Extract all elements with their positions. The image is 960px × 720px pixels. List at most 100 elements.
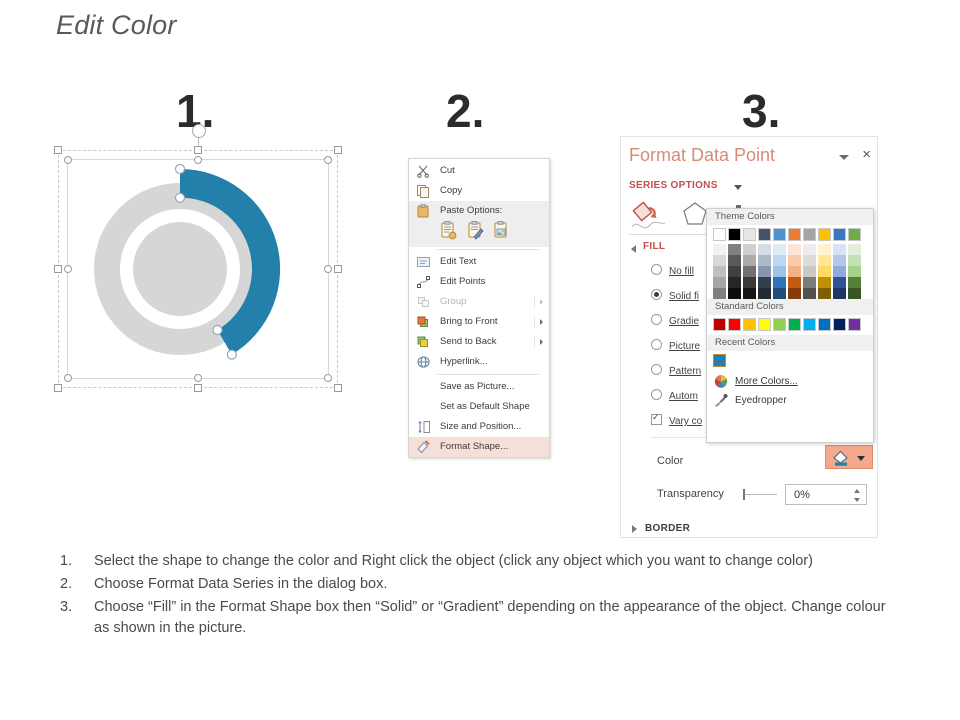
theme-tint-swatch-r1-3[interactable]	[758, 255, 771, 266]
context-menu-item-bring-to-front[interactable]: Bring to Front	[409, 312, 549, 332]
radio-icon[interactable]	[651, 389, 662, 400]
context-menu-item-save-as-picture[interactable]: Save as Picture...	[409, 377, 549, 397]
theme-tint-swatch-r4-7[interactable]	[818, 288, 831, 299]
eyedropper-menu-item[interactable]: Eyedropper	[707, 391, 873, 410]
context-menu-item-set-as-default-shape[interactable]: Set as Default Shape	[409, 397, 549, 417]
theme-tint-swatch-r3-9[interactable]	[848, 277, 861, 288]
standard-color-swatch-2[interactable]	[743, 318, 756, 331]
theme-tint-swatch-r2-0[interactable]	[713, 266, 726, 277]
theme-tint-swatch-r2-7[interactable]	[818, 266, 831, 277]
theme-color-swatch-6[interactable]	[803, 228, 816, 241]
theme-colors-row[interactable]	[713, 288, 873, 299]
theme-tint-swatch-r2-9[interactable]	[848, 266, 861, 277]
arc-handle-top-inner[interactable]	[174, 192, 186, 203]
theme-tint-swatch-r4-2[interactable]	[743, 288, 756, 299]
theme-tint-swatch-r1-1[interactable]	[728, 255, 741, 266]
theme-tint-swatch-r1-4[interactable]	[773, 255, 786, 266]
standard-color-swatch-0[interactable]	[713, 318, 726, 331]
paste-merge-icon[interactable]	[467, 221, 484, 240]
theme-tint-swatch-r0-8[interactable]	[833, 244, 846, 255]
color-picker-dropdown[interactable]: Theme Colors Standard Colors Recent Colo…	[706, 208, 874, 443]
theme-tint-swatch-r4-0[interactable]	[713, 288, 726, 299]
fill-option-gradient-fill[interactable]: Gradie	[651, 314, 699, 327]
theme-color-swatch-5[interactable]	[788, 228, 801, 241]
inner-handle-w[interactable]	[64, 265, 72, 273]
theme-color-swatch-8[interactable]	[833, 228, 846, 241]
context-menu-item-edit-points[interactable]: Edit Points	[409, 272, 549, 292]
chart-selection-panel[interactable]	[54, 124, 342, 392]
chevron-right-icon[interactable]	[540, 319, 543, 325]
radio-icon[interactable]	[651, 264, 662, 275]
resize-handle-ne[interactable]	[334, 146, 342, 154]
inner-handle-sw[interactable]	[64, 374, 72, 382]
arc-handle-bottom-inner[interactable]	[212, 324, 223, 336]
theme-colors-row[interactable]	[713, 277, 873, 288]
theme-color-swatch-2[interactable]	[743, 228, 756, 241]
standard-color-swatch-8[interactable]	[833, 318, 846, 331]
theme-color-swatch-1[interactable]	[728, 228, 741, 241]
expand-triangle-icon[interactable]	[632, 525, 637, 533]
theme-tint-swatch-r4-5[interactable]	[788, 288, 801, 299]
theme-tint-swatch-r3-5[interactable]	[788, 277, 801, 288]
theme-colors-row-base[interactable]	[713, 228, 873, 244]
more-colors-menu-item[interactable]: More Colors...	[707, 372, 873, 391]
theme-tint-swatch-r4-3[interactable]	[758, 288, 771, 299]
theme-color-swatch-3[interactable]	[758, 228, 771, 241]
pane-tabs[interactable]	[629, 197, 869, 235]
theme-tint-swatch-r3-7[interactable]	[818, 277, 831, 288]
resize-handle-n[interactable]	[194, 146, 202, 154]
resize-handle-s[interactable]	[194, 384, 202, 392]
fill-option-solid-fill[interactable]: Solid fi	[651, 289, 699, 302]
inner-handle-se[interactable]	[324, 374, 332, 382]
theme-colors-grid[interactable]	[707, 225, 873, 299]
theme-colors-row[interactable]	[713, 266, 873, 277]
theme-tint-swatch-r0-4[interactable]	[773, 244, 786, 255]
paste-keep-formatting-icon[interactable]	[440, 221, 457, 240]
standard-color-swatch-4[interactable]	[773, 318, 786, 331]
arc-handle-bottom-outer[interactable]	[226, 349, 237, 360]
chevron-down-icon[interactable]	[839, 155, 849, 160]
theme-tint-swatch-r0-6[interactable]	[803, 244, 816, 255]
inner-handle-s[interactable]	[194, 374, 202, 382]
color-picker-button[interactable]	[825, 445, 873, 469]
effects-icon[interactable]	[677, 199, 713, 231]
theme-color-swatch-4[interactable]	[773, 228, 786, 241]
paste-picture-icon[interactable]	[493, 221, 510, 240]
theme-tint-swatch-r2-5[interactable]	[788, 266, 801, 277]
fill-option-pattern-fill[interactable]: Pattern	[651, 364, 701, 377]
inner-handle-e[interactable]	[324, 265, 332, 273]
transparency-input[interactable]: 0%	[785, 484, 867, 505]
theme-tint-swatch-r2-4[interactable]	[773, 266, 786, 277]
theme-tint-swatch-r0-0[interactable]	[713, 244, 726, 255]
inner-handle-nw[interactable]	[64, 156, 72, 164]
theme-tint-swatch-r4-9[interactable]	[848, 288, 861, 299]
context-menu-item-send-to-back[interactable]: Send to Back	[409, 332, 549, 352]
radio-icon-selected[interactable]	[651, 289, 662, 300]
fill-option-automatic[interactable]: Autom	[651, 389, 698, 402]
resize-handle-w[interactable]	[54, 265, 62, 273]
context-menu-item-cut[interactable]: Cut	[409, 161, 549, 181]
theme-tint-swatch-r4-4[interactable]	[773, 288, 786, 299]
theme-tint-swatch-r4-1[interactable]	[728, 288, 741, 299]
theme-tint-swatch-r0-7[interactable]	[818, 244, 831, 255]
theme-tint-swatch-r1-7[interactable]	[818, 255, 831, 266]
series-options-dropdown[interactable]: SERIES OPTIONS	[629, 180, 718, 191]
resize-handle-sw[interactable]	[54, 384, 62, 392]
standard-color-swatch-9[interactable]	[848, 318, 861, 331]
theme-tint-swatch-r2-2[interactable]	[743, 266, 756, 277]
chevron-down-icon[interactable]	[857, 456, 865, 461]
theme-tint-swatch-r3-6[interactable]	[803, 277, 816, 288]
context-menu[interactable]: Cut Copy Paste Options: Edit Text	[408, 158, 550, 458]
standard-color-swatch-3[interactable]	[758, 318, 771, 331]
theme-tint-swatch-r1-2[interactable]	[743, 255, 756, 266]
theme-color-swatch-9[interactable]	[848, 228, 861, 241]
collapse-triangle-icon[interactable]	[631, 245, 636, 253]
paste-options-buttons[interactable]	[409, 221, 549, 247]
theme-tint-swatch-r0-3[interactable]	[758, 244, 771, 255]
recent-colors-row[interactable]	[707, 351, 873, 372]
chevron-down-icon[interactable]	[734, 185, 742, 190]
resize-handle-nw[interactable]	[54, 146, 62, 154]
theme-tint-swatch-r0-2[interactable]	[743, 244, 756, 255]
theme-tint-swatch-r2-6[interactable]	[803, 266, 816, 277]
theme-tint-swatch-r0-9[interactable]	[848, 244, 861, 255]
